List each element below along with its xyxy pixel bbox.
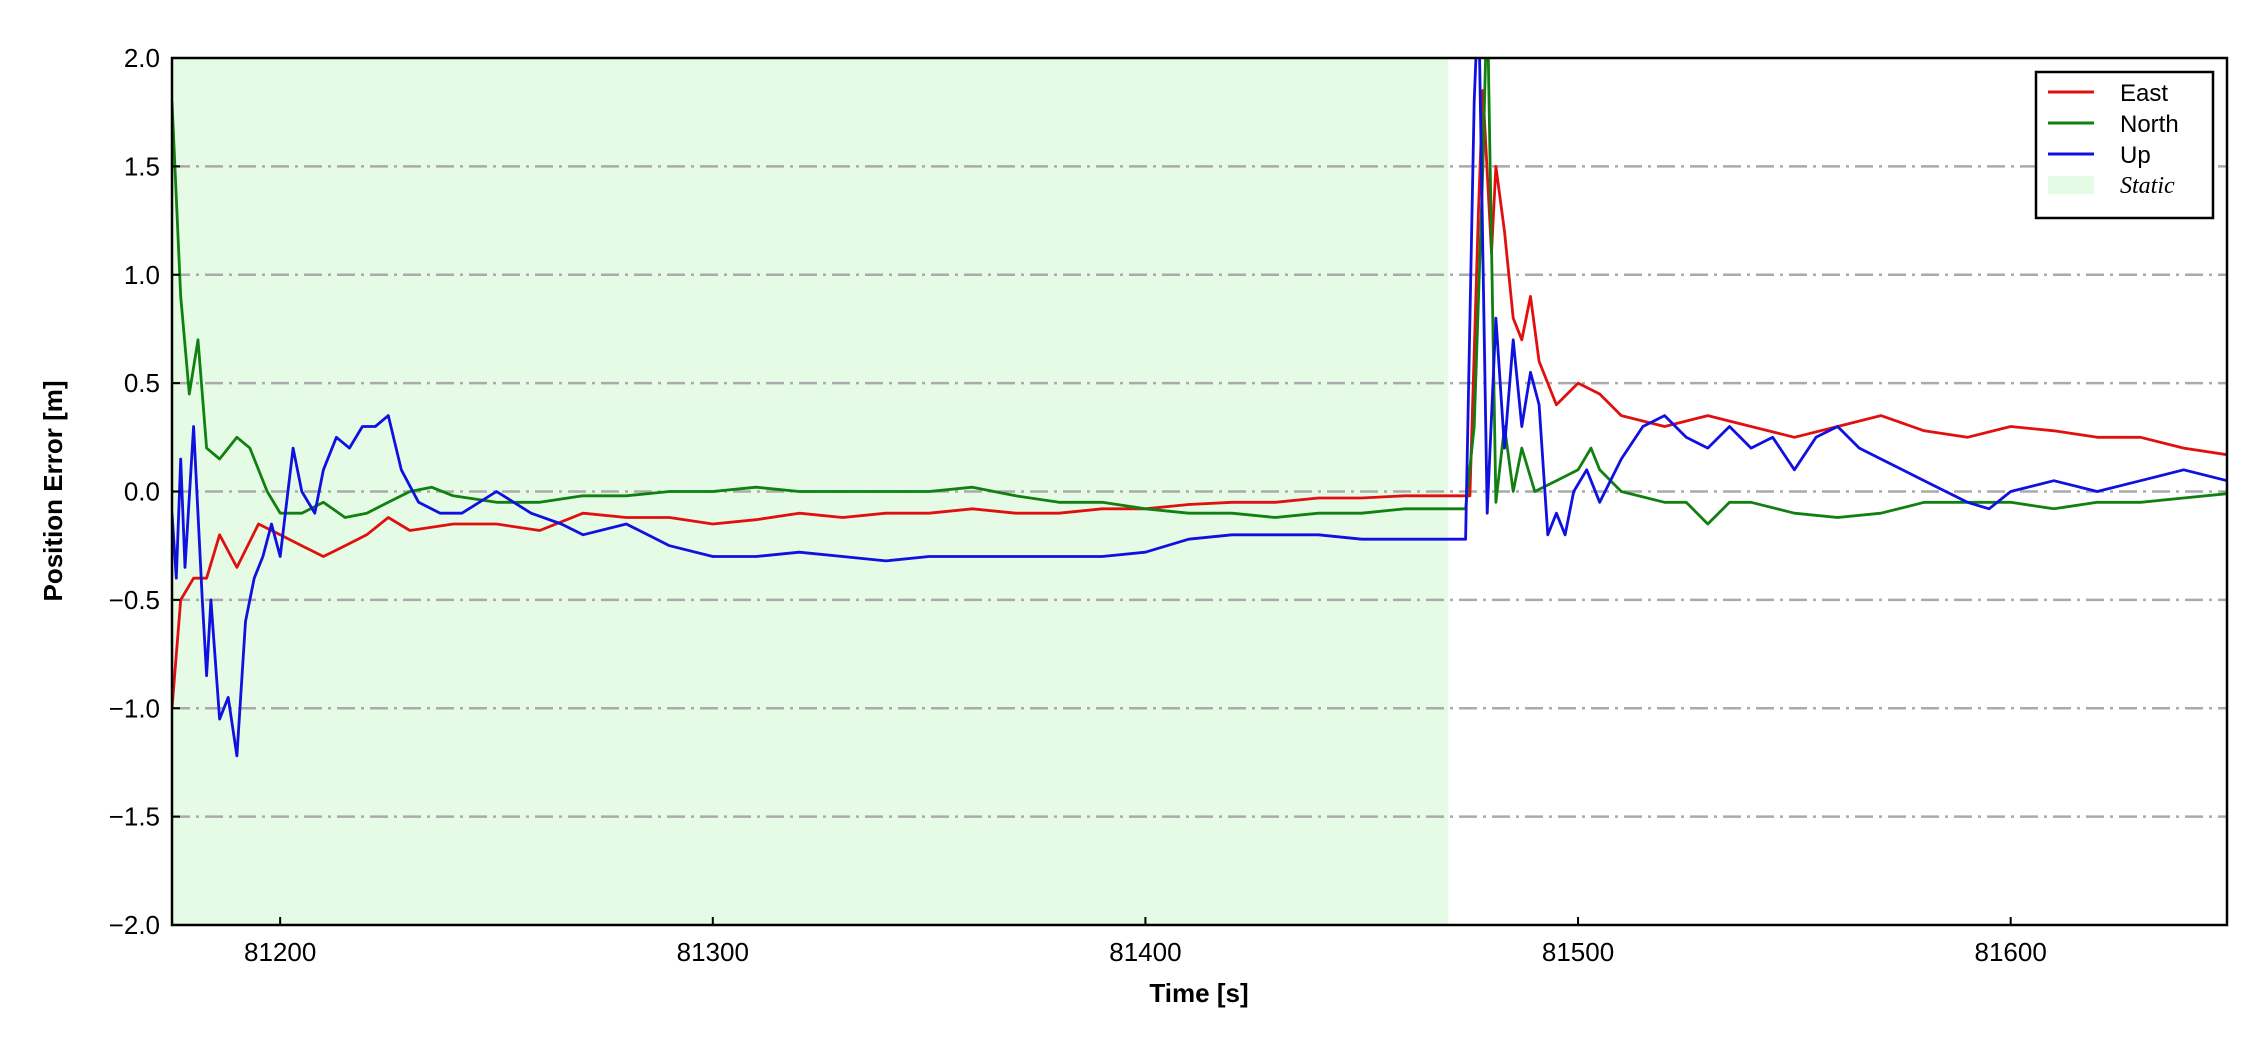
- y-tick-label: −2.0: [109, 910, 160, 940]
- legend-label: North: [2120, 111, 2179, 138]
- x-tick-label: 81200: [244, 937, 316, 967]
- x-tick-label: 81400: [1109, 937, 1181, 967]
- legend-swatch: [2048, 176, 2094, 194]
- y-tick-label: 0.5: [124, 368, 160, 398]
- y-tick-label: −1.5: [109, 802, 160, 832]
- y-tick-label: 1.5: [124, 151, 160, 181]
- y-tick-label: −0.5: [109, 585, 160, 615]
- line-series: [172, 89, 2227, 709]
- x-axis-label: Time [s]: [1149, 978, 1248, 1008]
- line-series: [172, 58, 2227, 526]
- y-tick-label: −1.0: [109, 693, 160, 723]
- legend-label: East: [2120, 80, 2168, 107]
- line-series: [172, 58, 2227, 758]
- x-tick-label: 81500: [1542, 937, 1614, 967]
- x-tick-label: 81300: [677, 937, 749, 967]
- x-tick-label: 81600: [1975, 937, 2047, 967]
- y-axis-label: Position Error [m]: [38, 380, 68, 601]
- legend-label: Static: [2120, 173, 2175, 199]
- y-tick-label: 0.0: [124, 477, 160, 507]
- legend-label: Up: [2120, 142, 2151, 169]
- y-tick-label: 2.0: [124, 43, 160, 73]
- y-tick-label: 1.0: [124, 260, 160, 290]
